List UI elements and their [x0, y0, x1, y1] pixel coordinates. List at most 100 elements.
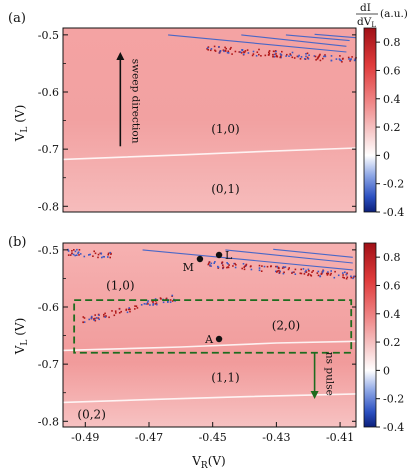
noise-point: [154, 298, 157, 300]
noise-point: [351, 56, 353, 58]
colorbar-tick-label: 0.4: [383, 308, 401, 321]
noise-point: [93, 318, 95, 320]
noise-point: [258, 48, 260, 51]
noise-point: [272, 50, 275, 53]
noise-point: [214, 261, 216, 263]
noise-point: [276, 265, 278, 268]
annotation-arrow-label: ns pulse: [324, 352, 336, 396]
region-label: (0,1): [211, 182, 239, 196]
noise-point: [261, 265, 263, 267]
noise-point: [258, 267, 261, 269]
noise-point: [304, 58, 306, 60]
region-label: (0,2): [77, 407, 105, 421]
noise-point: [280, 56, 282, 59]
noise-point: [129, 308, 131, 311]
noise-point: [283, 271, 285, 274]
noise-point: [92, 255, 94, 257]
noise-point: [97, 253, 100, 256]
noise-point: [231, 53, 233, 55]
noise-point: [109, 256, 111, 259]
data-point: [215, 251, 223, 259]
noise-point: [260, 270, 263, 272]
noise-point: [72, 253, 75, 256]
noise-point: [224, 50, 227, 52]
charge-transition-line: [62, 393, 357, 404]
noise-point: [273, 53, 276, 56]
y-tick-label: -0.8: [38, 200, 59, 213]
colorbar-tick-label: -0.2: [383, 393, 404, 406]
data-point: [215, 335, 223, 343]
noise-point: [264, 54, 267, 57]
noise-point: [256, 51, 259, 53]
noise-point: [171, 300, 174, 302]
noise-point: [82, 316, 85, 318]
noise-point: [345, 277, 348, 280]
noise-point: [286, 53, 288, 56]
y-tick-label: -0.7: [38, 358, 59, 371]
noise-point: [327, 272, 330, 275]
noise-point: [258, 264, 261, 267]
noise-point: [146, 301, 149, 304]
noise-point: [93, 319, 96, 321]
point-label: M: [183, 261, 194, 274]
panel-b-frame: [62, 242, 357, 428]
noise-point: [107, 253, 109, 256]
noise-point: [317, 56, 320, 58]
noise-point: [330, 270, 332, 272]
noise-point: [213, 262, 215, 264]
noise-point: [94, 317, 96, 320]
noise-point: [308, 54, 310, 56]
noise-point: [169, 299, 172, 301]
noise-point: [76, 248, 78, 251]
noise-point: [288, 267, 290, 269]
noise-point: [105, 315, 107, 317]
noise-point: [102, 255, 105, 258]
charge-transition-line: [285, 34, 350, 42]
noise-point: [222, 266, 225, 268]
region-label: (1,1): [211, 370, 239, 384]
noise-point: [278, 267, 280, 270]
noise-point: [135, 305, 138, 307]
noise-point: [103, 256, 105, 258]
noise-point: [235, 264, 237, 266]
noise-point: [310, 275, 313, 277]
noise-point: [134, 308, 136, 310]
noise-point: [278, 271, 281, 274]
noise-point: [268, 52, 271, 55]
noise-point: [226, 266, 228, 269]
noise-point: [279, 56, 281, 59]
noise-point: [281, 50, 283, 53]
panel-a-y-ticks: -0.5 -0.6 -0.7 -0.8: [38, 29, 356, 213]
noise-point: [299, 58, 302, 60]
noise-point: [342, 272, 344, 274]
panel-b-x-ticks: -0.49 -0.47 -0.45 -0.43 -0.41: [71, 422, 354, 444]
noise-point: [339, 55, 341, 57]
noise-point: [227, 266, 230, 269]
noise-point: [252, 50, 255, 53]
noise-point: [239, 51, 242, 53]
noise-point: [169, 301, 172, 303]
noise-point: [278, 269, 280, 272]
noise-point: [93, 250, 95, 253]
noise-point: [97, 256, 99, 259]
noise-point: [300, 268, 302, 271]
x-tick-label: -0.43: [262, 431, 290, 444]
noise-point: [78, 249, 81, 251]
colorbar-tick-label: 0.8: [383, 36, 401, 49]
noise-point: [152, 304, 154, 306]
noise-point: [238, 51, 241, 53]
colorbar-tick-label: 0.2: [383, 121, 401, 134]
noise-point: [305, 53, 307, 55]
noise-point: [128, 308, 130, 311]
noise-point: [108, 316, 110, 319]
colorbar-tick-label: 0.6: [383, 279, 401, 292]
noise-point: [241, 267, 243, 270]
noise-point: [275, 270, 277, 273]
noise-point: [291, 51, 294, 54]
y-tick-label: -0.7: [38, 143, 59, 156]
x-tick-label: -0.41: [326, 431, 354, 444]
noise-point: [67, 254, 70, 256]
noise-point: [243, 266, 245, 268]
noise-point: [250, 268, 253, 271]
noise-point: [167, 300, 169, 303]
